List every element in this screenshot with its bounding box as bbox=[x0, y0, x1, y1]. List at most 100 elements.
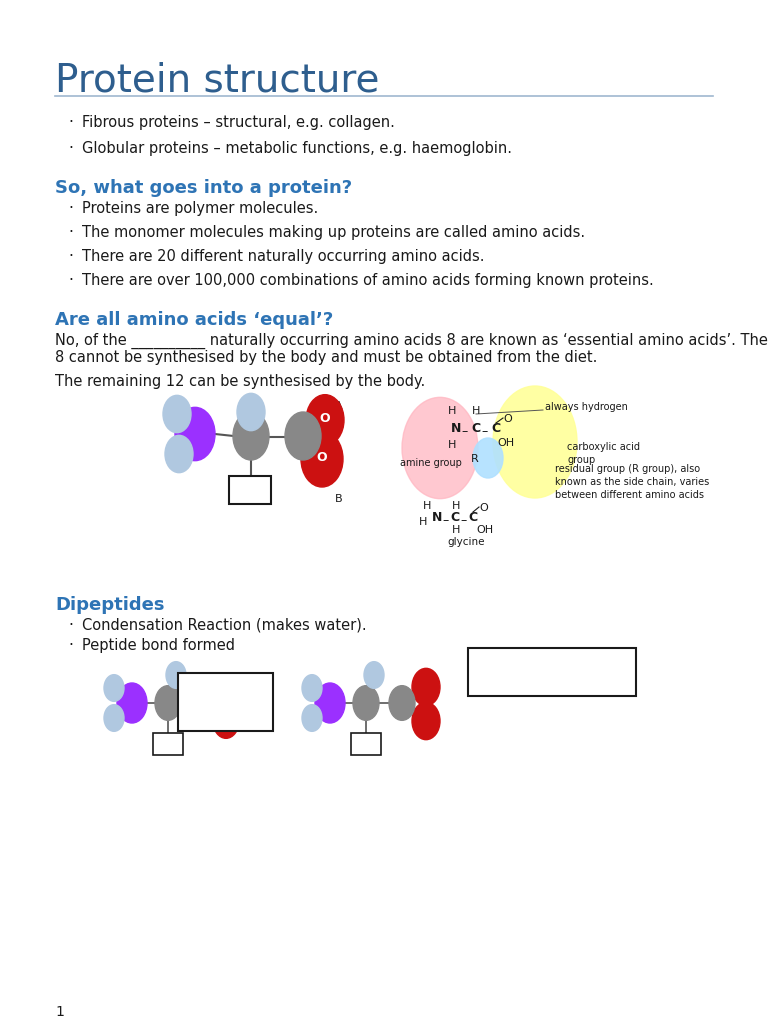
FancyBboxPatch shape bbox=[351, 733, 381, 755]
FancyBboxPatch shape bbox=[153, 733, 183, 755]
Text: H: H bbox=[172, 407, 181, 417]
Text: No, of the __________ naturally occurring amino acids 8 are known as ‘essential : No, of the __________ naturally occurrin… bbox=[55, 333, 768, 349]
Text: ·: · bbox=[68, 618, 73, 633]
Text: R: R bbox=[242, 481, 256, 499]
Text: N: N bbox=[432, 511, 442, 524]
Text: There are over 100,000 combinations of amino acids forming known proteins.: There are over 100,000 combinations of a… bbox=[82, 273, 654, 288]
Text: H: H bbox=[309, 714, 316, 723]
Circle shape bbox=[191, 686, 217, 720]
Circle shape bbox=[364, 662, 384, 688]
Text: C: C bbox=[245, 429, 254, 442]
Text: ·: · bbox=[68, 273, 73, 288]
Text: The remaining 12 can be synthesised by the body.: The remaining 12 can be synthesised by t… bbox=[55, 374, 425, 389]
Circle shape bbox=[213, 703, 239, 738]
Text: always hydrogen: always hydrogen bbox=[545, 402, 628, 412]
Text: residual group (R group), also
known as the side chain, varies
between different: residual group (R group), also known as … bbox=[555, 464, 710, 501]
Text: H: H bbox=[174, 447, 184, 457]
Text: Proteins are polymer molecules.: Proteins are polymer molecules. bbox=[82, 201, 318, 216]
Text: C: C bbox=[200, 698, 207, 708]
Text: C: C bbox=[362, 698, 369, 708]
Text: O: O bbox=[503, 414, 511, 424]
Circle shape bbox=[306, 394, 344, 445]
Text: B: B bbox=[335, 494, 343, 504]
Circle shape bbox=[302, 675, 322, 701]
Circle shape bbox=[315, 683, 345, 723]
Circle shape bbox=[353, 686, 379, 720]
Circle shape bbox=[155, 686, 181, 720]
Text: H: H bbox=[111, 684, 118, 693]
Text: H: H bbox=[448, 440, 456, 450]
Circle shape bbox=[237, 393, 265, 431]
Circle shape bbox=[233, 412, 269, 460]
Text: H: H bbox=[111, 714, 118, 723]
Circle shape bbox=[175, 408, 215, 461]
Circle shape bbox=[166, 662, 186, 688]
Text: –: – bbox=[442, 514, 449, 527]
Text: H: H bbox=[423, 501, 432, 511]
Circle shape bbox=[301, 431, 343, 487]
Text: OH: OH bbox=[476, 525, 493, 535]
Text: Fibrous proteins – structural, e.g. collagen.: Fibrous proteins – structural, e.g. coll… bbox=[82, 115, 395, 130]
Text: Are all amino acids ‘equal’?: Are all amino acids ‘equal’? bbox=[55, 311, 333, 329]
Circle shape bbox=[163, 395, 191, 433]
Text: carboxylic acid
group: carboxylic acid group bbox=[567, 442, 640, 465]
Text: 8 cannot be synthesised by the body and must be obtained from the diet.: 8 cannot be synthesised by the body and … bbox=[55, 350, 598, 365]
Circle shape bbox=[165, 435, 193, 473]
Text: amine group: amine group bbox=[400, 458, 462, 468]
Text: C: C bbox=[398, 698, 406, 708]
Text: H: H bbox=[371, 671, 378, 680]
FancyBboxPatch shape bbox=[468, 648, 636, 696]
Text: H: H bbox=[246, 406, 255, 415]
Text: R: R bbox=[361, 736, 371, 749]
Text: N: N bbox=[451, 422, 462, 435]
Text: The monomer molecules making up proteins are called amino acids.: The monomer molecules making up proteins… bbox=[82, 225, 585, 240]
Text: –: – bbox=[460, 514, 466, 527]
Text: A: A bbox=[335, 401, 343, 411]
Text: Protein structure: Protein structure bbox=[55, 62, 379, 100]
Text: Dipeptides: Dipeptides bbox=[55, 596, 164, 614]
Text: ·: · bbox=[68, 249, 73, 264]
Text: ·: · bbox=[68, 225, 73, 240]
Text: H: H bbox=[309, 684, 316, 693]
Text: C: C bbox=[471, 422, 480, 435]
Text: –: – bbox=[481, 425, 487, 438]
Text: R: R bbox=[471, 454, 478, 464]
Text: O: O bbox=[479, 503, 488, 513]
Text: O: O bbox=[316, 451, 326, 464]
Text: –: – bbox=[461, 425, 467, 438]
Text: N: N bbox=[189, 427, 200, 440]
Text: C: C bbox=[450, 511, 459, 524]
Text: So, what goes into a protein?: So, what goes into a protein? bbox=[55, 179, 352, 197]
Text: O: O bbox=[319, 412, 329, 425]
Text: R: R bbox=[163, 736, 173, 749]
Text: C: C bbox=[297, 429, 306, 442]
Text: H: H bbox=[472, 406, 480, 416]
Circle shape bbox=[104, 705, 124, 731]
Text: ·: · bbox=[68, 141, 73, 156]
Text: OH: OH bbox=[497, 438, 514, 449]
Text: Peptide bond formed: Peptide bond formed bbox=[82, 638, 235, 653]
Text: glycine: glycine bbox=[447, 537, 485, 547]
Text: Draw in the atoms
removed: Draw in the atoms removed bbox=[478, 660, 622, 692]
Circle shape bbox=[285, 412, 321, 460]
Circle shape bbox=[302, 705, 322, 731]
Text: C: C bbox=[164, 698, 171, 708]
Circle shape bbox=[104, 675, 124, 701]
Text: N: N bbox=[325, 697, 334, 707]
Text: ·: · bbox=[68, 638, 73, 653]
Text: H: H bbox=[419, 517, 427, 527]
Circle shape bbox=[389, 686, 415, 720]
Text: There are 20 different naturally occurring amino acids.: There are 20 different naturally occurri… bbox=[82, 249, 485, 264]
Text: N: N bbox=[127, 697, 136, 707]
Text: H: H bbox=[452, 501, 460, 511]
FancyBboxPatch shape bbox=[229, 476, 271, 504]
Circle shape bbox=[412, 669, 440, 706]
Text: C: C bbox=[491, 422, 500, 435]
Text: ·: · bbox=[68, 115, 73, 130]
Circle shape bbox=[493, 386, 577, 498]
Text: C: C bbox=[468, 511, 477, 524]
Text: H: H bbox=[452, 525, 460, 535]
Text: ·: · bbox=[68, 201, 73, 216]
Text: Condensation Reaction (makes water).: Condensation Reaction (makes water). bbox=[82, 618, 366, 633]
Text: H: H bbox=[448, 406, 456, 416]
